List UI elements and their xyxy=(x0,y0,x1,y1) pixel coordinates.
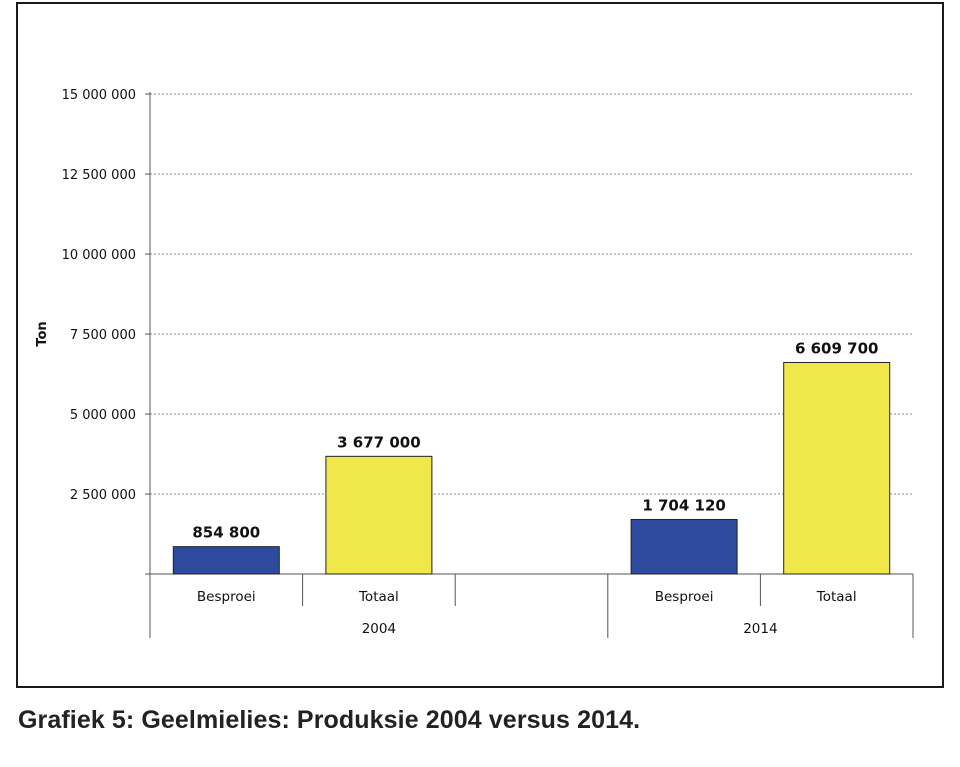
bars xyxy=(172,361,891,575)
bar-2004-totaal xyxy=(325,455,433,575)
y-tick-label: 15 000 000 xyxy=(62,88,136,103)
y-axis-title: Ton xyxy=(35,321,50,346)
labels: 2 500 000 5 000 000 7 500 000 10 000 000 12 … xyxy=(62,88,879,637)
y-tick-label: 12 500 000 xyxy=(62,168,136,183)
chart-svg: 2 500 000 5 000 000 7 500 000 10 000 000 12 … xyxy=(35,88,914,638)
category-label: Totaal xyxy=(816,589,857,605)
category-label: Besproei xyxy=(655,589,714,605)
data-label: 1 704 120 xyxy=(642,496,726,514)
figure-caption: Grafiek 5: Geelmielies: Produksie 2004 v… xyxy=(18,706,641,734)
y-tick-label: 7 500 000 xyxy=(70,328,136,343)
gridlines xyxy=(150,93,913,495)
data-label: 854 800 xyxy=(192,524,260,542)
y-tick-label: 5 000 000 xyxy=(70,408,136,423)
category-label: Totaal xyxy=(358,589,399,605)
data-label: 6 609 700 xyxy=(795,339,879,357)
category-label: Besproei xyxy=(197,589,256,605)
y-tick-label: 10 000 000 xyxy=(62,248,136,263)
bar-2014-totaal xyxy=(783,361,891,575)
group-label: 2004 xyxy=(362,621,396,637)
bar-2014-besproei xyxy=(630,518,738,575)
data-label: 3 677 000 xyxy=(337,433,421,451)
group-label: 2014 xyxy=(743,621,777,637)
bar-2004-besproei xyxy=(172,546,280,575)
y-tick-label: 2 500 000 xyxy=(70,488,136,503)
